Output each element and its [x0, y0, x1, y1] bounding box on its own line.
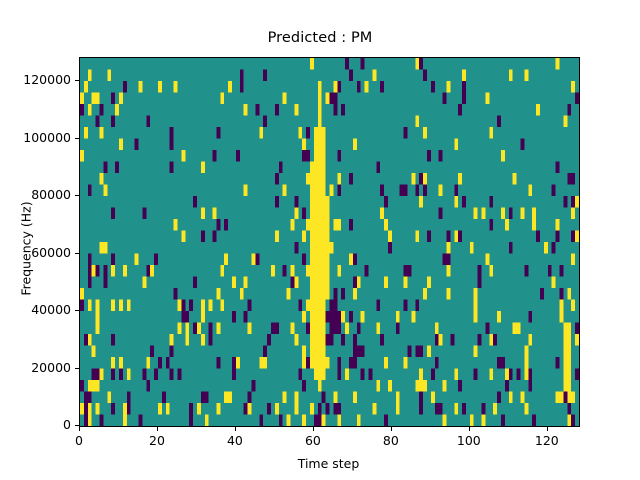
x-tick-label: 80 — [382, 433, 399, 448]
x-tick-label: 20 — [149, 433, 165, 448]
y-tick-mark — [75, 195, 79, 196]
y-tick-mark — [75, 310, 79, 311]
y-tick-mark — [75, 425, 79, 426]
y-tick-mark — [75, 137, 79, 139]
x-tick-label: 0 — [75, 433, 83, 448]
x-tick-mark — [546, 427, 548, 431]
spectrogram-canvas[interactable] — [80, 58, 579, 426]
chart-title: Predicted : PM — [267, 30, 373, 46]
x-tick-label: 100 — [456, 433, 481, 448]
y-tick-label: 40000 — [31, 302, 71, 317]
x-axis-label: Time step — [297, 456, 360, 471]
y-tick-mark — [75, 367, 79, 369]
y-tick-mark — [75, 252, 79, 254]
x-tick-label: 40 — [226, 433, 243, 448]
y-tick-label: 0 — [63, 417, 71, 432]
x-tick-label: 60 — [304, 433, 321, 448]
x-tick-label: 120 — [534, 433, 559, 448]
y-tick-label: 20000 — [31, 359, 71, 375]
y-tick-label: 100000 — [23, 129, 71, 145]
x-tick-mark — [468, 427, 470, 431]
y-tick-label: 80000 — [31, 187, 71, 202]
heatmap-axes[interactable] — [79, 57, 580, 427]
x-tick-mark — [234, 427, 236, 431]
y-tick-mark — [75, 80, 79, 81]
y-tick-label: 60000 — [31, 244, 71, 260]
x-tick-mark — [390, 427, 392, 431]
x-tick-mark — [156, 427, 158, 431]
x-tick-mark — [79, 427, 80, 431]
y-tick-label: 120000 — [23, 72, 71, 87]
x-tick-mark — [312, 427, 314, 431]
